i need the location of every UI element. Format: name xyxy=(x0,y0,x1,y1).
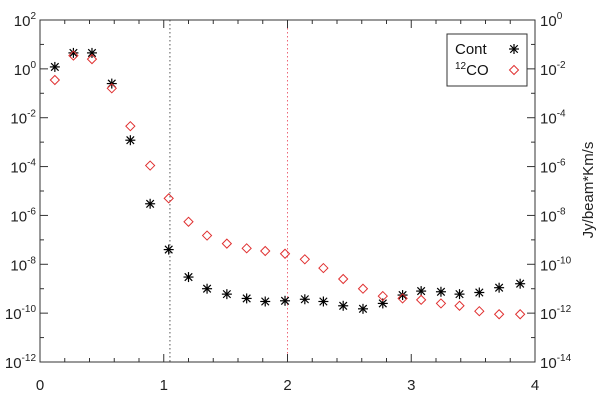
x-tick-label: 2 xyxy=(283,377,291,394)
co-point xyxy=(144,160,156,171)
co-point xyxy=(279,248,291,259)
x-tick-label: 3 xyxy=(407,377,415,394)
co-point xyxy=(241,243,252,254)
cont-point xyxy=(86,47,97,58)
y2-tick-label: 10-14 xyxy=(540,353,572,372)
co-point xyxy=(415,294,427,306)
co-point xyxy=(221,238,233,249)
cont-point xyxy=(183,272,194,283)
co-point xyxy=(125,120,136,132)
cont-point xyxy=(68,47,79,58)
right-axis-title: Jy/beam*Km/s xyxy=(580,142,597,239)
y-tick-label: 10-12 xyxy=(5,353,37,372)
y2-tick-label: 10-2 xyxy=(540,60,566,79)
co-point xyxy=(514,309,526,320)
co-point xyxy=(260,245,271,257)
cont-point xyxy=(377,298,388,309)
y2-tick-label: 10-4 xyxy=(540,109,566,128)
legend: Cont 12CO xyxy=(446,33,528,87)
cont-point xyxy=(202,283,213,294)
legend-co-marker xyxy=(508,64,520,76)
co-point xyxy=(49,74,61,86)
cont-point xyxy=(515,278,526,289)
co-point xyxy=(377,290,388,302)
cont-point xyxy=(494,282,505,293)
co-point xyxy=(299,254,311,265)
co-point xyxy=(397,293,408,304)
y2-tick-label: 10-8 xyxy=(540,206,566,225)
co-point xyxy=(357,283,369,294)
cont-point xyxy=(145,198,156,209)
y-tick-label: 102 xyxy=(14,11,37,30)
co-point xyxy=(493,309,505,320)
y2-tick-label: 10-12 xyxy=(540,304,572,323)
x-tick-label: 0 xyxy=(36,377,44,394)
co-point xyxy=(454,300,465,311)
cont-point xyxy=(280,295,291,306)
co-point xyxy=(201,230,213,241)
cont-point xyxy=(435,286,446,297)
cont-point xyxy=(221,289,232,300)
co-point xyxy=(183,216,194,227)
cont-point xyxy=(357,303,368,314)
axis-ticks: 0 1 2 3 4 102 100 10-2 10-4 10-6 10-8 10-10 10-12 100… xyxy=(5,11,572,394)
y-tick-label: 10-8 xyxy=(10,255,36,274)
cont-point xyxy=(299,294,310,305)
cont-point xyxy=(397,290,408,301)
co-point xyxy=(435,298,447,309)
y-tick-label: 10-10 xyxy=(5,304,37,323)
co-point xyxy=(106,83,117,94)
cont-point xyxy=(416,286,427,297)
co-point xyxy=(474,306,485,317)
y2-tick-label: 100 xyxy=(540,11,563,30)
data-points xyxy=(49,47,526,320)
cont-point xyxy=(338,300,349,311)
y-tick-label: 10-4 xyxy=(10,158,36,177)
cont-point xyxy=(241,293,252,304)
cont-point xyxy=(454,289,465,300)
y-tick-label: 10-6 xyxy=(10,206,36,225)
co-point xyxy=(163,193,174,204)
reference-lines xyxy=(169,20,288,362)
cont-point xyxy=(318,296,329,307)
cont-point xyxy=(474,287,485,298)
x-tick-label: 1 xyxy=(160,377,168,394)
co-point xyxy=(318,262,329,274)
co-point xyxy=(68,50,79,61)
y2-tick-label: 10-6 xyxy=(540,158,566,177)
cont-point xyxy=(163,244,174,255)
co-point xyxy=(337,273,349,285)
y-tick-label: 100 xyxy=(14,60,37,79)
cont-point xyxy=(260,296,271,307)
cont-point xyxy=(49,61,60,72)
legend-box xyxy=(446,33,528,87)
y-tick-label: 10-2 xyxy=(10,109,36,128)
cont-point xyxy=(125,135,136,146)
co-point xyxy=(86,53,98,65)
legend-cont-marker xyxy=(509,44,519,54)
x-tick-label: 4 xyxy=(531,377,539,394)
legend-label: Cont xyxy=(455,41,488,58)
y2-tick-label: 10-10 xyxy=(540,255,572,274)
legend-label: 12CO xyxy=(455,61,489,79)
